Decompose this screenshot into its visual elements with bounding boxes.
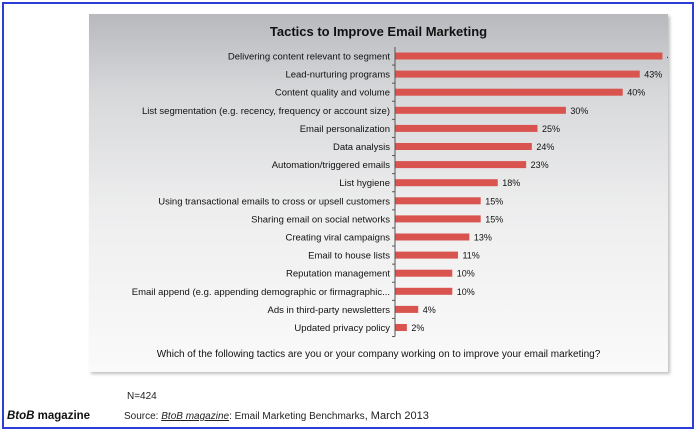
bars-layer: Delivering content relevant to segment 47… [132, 47, 668, 338]
bar [395, 88, 623, 96]
value-label: 47% [667, 52, 668, 62]
bar [395, 251, 458, 259]
value-label: 15% [485, 196, 503, 206]
value-label: 18% [502, 178, 520, 188]
category-label: Delivering content relevant to segment [228, 52, 390, 63]
bar [395, 324, 407, 331]
source-prefix: Source: [124, 411, 162, 422]
bar [395, 143, 532, 150]
value-label: 10% [457, 269, 475, 279]
brand-logo-text: BtoB magazine [7, 410, 90, 422]
brand-name-part1: BtoB [7, 410, 35, 422]
bar [395, 106, 566, 114]
survey-question: Which of the following tactics are you o… [156, 349, 601, 360]
bar [395, 161, 527, 169]
source-magazine-link[interactable]: BtoB magazine [161, 411, 230, 422]
category-label: Lead-nurturing programs [285, 70, 390, 81]
category-label: Automation/triggered emails [272, 160, 391, 171]
category-label: List hygiene [339, 178, 390, 189]
outer-frame [2, 2, 694, 429]
value-label: 43% [644, 70, 662, 80]
value-label: 2% [411, 323, 424, 333]
category-label: Using transactional emails to cross or u… [158, 196, 390, 207]
value-label: 24% [536, 142, 554, 152]
source-note: Source: BtoB magazine: Email Marketing B… [124, 410, 429, 422]
value-label: 15% [485, 214, 503, 224]
bar [395, 179, 498, 187]
value-label: 4% [423, 305, 436, 315]
bar [395, 215, 481, 223]
bar [395, 233, 470, 241]
bar [395, 52, 663, 60]
value-label: 23% [531, 160, 549, 170]
value-label: 30% [570, 106, 588, 116]
category-label: Data analysis [333, 142, 390, 153]
bar [395, 124, 538, 132]
source-date: , March 2013 [364, 410, 429, 422]
category-label: Email append (e.g. appending demographic… [132, 287, 390, 298]
category-label: Email personalization [300, 124, 390, 135]
value-label: 25% [542, 124, 560, 134]
category-label: Creating viral campaigns [285, 233, 390, 244]
chart-panel: Tactics to Improve Email Marketing Deliv… [89, 14, 668, 372]
bar [395, 197, 481, 205]
bar [395, 269, 453, 277]
category-label: Reputation management [286, 269, 390, 280]
bar [395, 287, 453, 295]
category-label: Ads in third-party newsletters [268, 305, 391, 316]
brand-name-part2: magazine [34, 410, 91, 422]
category-label: Updated privacy policy [294, 323, 390, 334]
category-label: Email to house lists [308, 251, 390, 262]
bar-chart: Delivering content relevant to segment 47… [132, 47, 668, 338]
bar [395, 305, 419, 313]
value-label: 11% [462, 251, 479, 261]
category-label: List segmentation (e.g. recency, frequen… [142, 106, 390, 117]
category-label: Sharing email on social networks [251, 214, 390, 225]
category-label: Content quality and volume [275, 88, 390, 99]
value-label: 40% [627, 88, 645, 98]
chart-title: Tactics to Improve Email Marketing [269, 24, 488, 39]
sample-size-note: N=424 [127, 391, 157, 402]
value-label: 13% [474, 233, 492, 243]
source-title: : Email Marketing Benchmarks [229, 411, 365, 422]
bar [395, 70, 640, 78]
value-label: 10% [457, 287, 475, 297]
